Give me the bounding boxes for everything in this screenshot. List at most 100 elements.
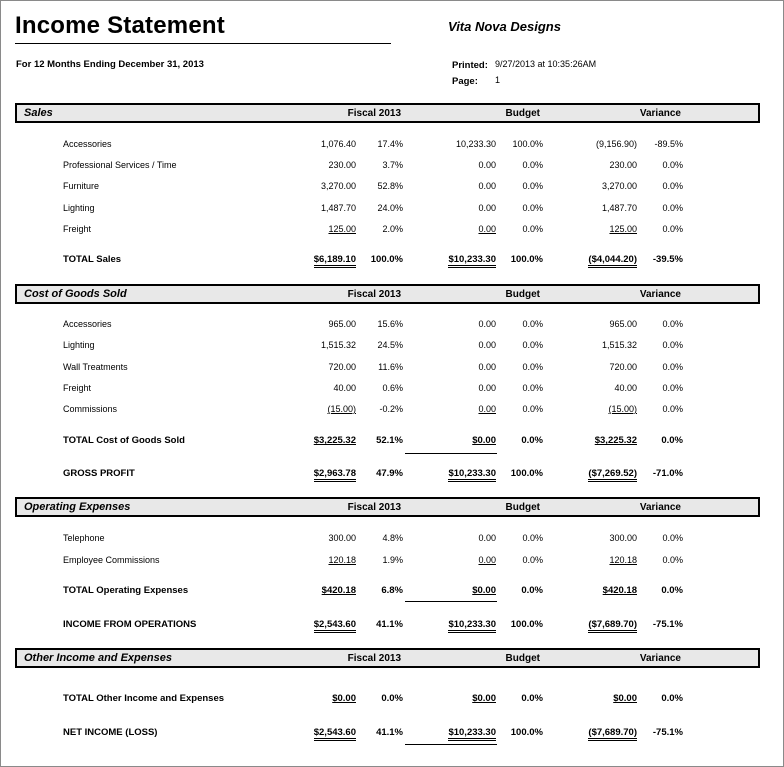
cell-v: ($4,044.20) (588, 254, 637, 268)
column-header-budget: Budget (505, 289, 540, 300)
cell-v: 720.00 (609, 362, 637, 372)
cell-bp: 0.0% (522, 181, 543, 191)
cell-fp: -0.2% (379, 404, 403, 414)
cell-b: 0.00 (478, 224, 496, 234)
cell-v: 1,487.70 (601, 203, 637, 213)
cell-f: 720.00 (328, 362, 356, 372)
cell-fp: 41.1% (376, 619, 403, 630)
cell-v: $420.18 (602, 585, 637, 596)
cell-v: 965.00 (609, 319, 637, 329)
budget-net-rule (405, 744, 497, 745)
column-header-budget: Budget (505, 502, 540, 513)
cell-v: ($7,269.52) (588, 468, 637, 482)
cell-vp: 0.0% (662, 203, 683, 213)
column-header-fiscal: Fiscal 2013 (347, 502, 401, 513)
cell-bp: 100.0% (510, 468, 543, 479)
cell-v: 230.00 (609, 160, 637, 170)
column-header-variance: Variance (639, 502, 681, 513)
cell-f: 1,076.40 (320, 139, 356, 149)
cell-bp: 0.0% (522, 404, 543, 414)
row-label: Wall Treatments (63, 362, 128, 372)
cell-fp: 11.6% (378, 362, 403, 372)
cell-vp: -39.5% (652, 254, 683, 265)
company-name: Vita Nova Designs (448, 19, 561, 34)
cell-bp: 0.0% (521, 435, 543, 446)
cell-vp: 0.0% (662, 362, 683, 372)
row-label: Lighting (63, 203, 95, 213)
cell-bp: 0.0% (522, 224, 543, 234)
cell-bp: 0.0% (522, 362, 543, 372)
cell-b: 0.00 (478, 160, 496, 170)
cell-f: 965.00 (328, 319, 356, 329)
section-header-cogs: Cost of Goods Sold Fiscal 2013 Budget Va… (15, 284, 760, 304)
cell-bp: 0.0% (522, 160, 543, 170)
cell-f: $3,225.32 (313, 435, 356, 446)
section-header-sales: Sales Fiscal 2013 Budget Variance (15, 103, 760, 123)
column-header-fiscal: Fiscal 2013 (347, 108, 401, 119)
cell-b: $0.00 (472, 693, 496, 704)
cell-b: 0.00 (478, 404, 496, 414)
cell-fp: 52.8% (377, 181, 403, 191)
cell-b: $10,233.30 (448, 727, 496, 741)
row-label: GROSS PROFIT (63, 468, 135, 479)
cell-vp: -75.1% (652, 727, 683, 738)
column-header-variance: Variance (639, 653, 681, 664)
cell-bp: 100.0% (510, 727, 543, 738)
cell-v: 3,270.00 (601, 181, 637, 191)
cell-fp: 0.0% (381, 693, 403, 704)
row-label: TOTAL Sales (63, 254, 122, 265)
cell-f: $2,543.60 (313, 619, 356, 633)
cell-b: $10,233.30 (448, 619, 496, 633)
cell-fp: 41.1% (376, 727, 403, 738)
cell-bp: 0.0% (522, 203, 543, 213)
cell-fp: 17.4% (377, 139, 403, 149)
row-label: Accessories (63, 139, 112, 149)
cell-fp: 47.9% (376, 468, 403, 479)
cell-vp: 0.0% (661, 585, 683, 596)
row-label: Professional Services / Time (63, 160, 177, 170)
section-title: Sales (24, 107, 53, 119)
row-label: Lighting (63, 340, 95, 350)
cell-b: 0.00 (478, 319, 496, 329)
row-label: NET INCOME (LOSS) (63, 727, 158, 738)
budget-opex-rule (405, 601, 497, 602)
cell-f: $420.18 (321, 585, 356, 596)
cell-b: 0.00 (478, 555, 496, 565)
column-header-variance: Variance (639, 108, 681, 119)
column-header-fiscal: Fiscal 2013 (347, 289, 401, 300)
cell-bp: 100.0% (510, 254, 543, 265)
cell-v: 1,515.32 (601, 340, 637, 350)
cell-b: 0.00 (478, 340, 496, 350)
cell-vp: 0.0% (662, 533, 683, 543)
row-label: TOTAL Cost of Goods Sold (63, 435, 185, 446)
cell-b: 0.00 (478, 383, 496, 393)
cell-fp: 1.9% (382, 555, 403, 565)
section-header-other: Other Income and Expenses Fiscal 2013 Bu… (15, 648, 760, 668)
cell-fp: 3.7% (382, 160, 403, 170)
cell-f: 40.00 (333, 383, 356, 393)
section-title: Other Income and Expenses (24, 652, 172, 664)
cell-b: $10,233.30 (448, 468, 496, 482)
cell-fp: 4.8% (382, 533, 403, 543)
row-label: Accessories (63, 319, 112, 329)
cell-vp: 0.0% (662, 340, 683, 350)
cell-fp: 6.8% (381, 585, 403, 596)
cell-f: 3,270.00 (320, 181, 356, 191)
cell-fp: 0.6% (382, 383, 403, 393)
cell-v: $0.00 (613, 693, 637, 704)
cell-bp: 0.0% (522, 555, 543, 565)
cell-f: $0.00 (332, 693, 356, 704)
title-rule (15, 43, 391, 44)
budget-cogs-rule (405, 453, 497, 454)
cell-fp: 52.1% (376, 435, 403, 446)
cell-b: 0.00 (478, 203, 496, 213)
cell-bp: 0.0% (522, 533, 543, 543)
column-header-budget: Budget (505, 108, 540, 119)
row-label: TOTAL Operating Expenses (63, 585, 189, 596)
cell-b: 0.00 (478, 533, 496, 543)
row-label: Furniture (63, 181, 100, 191)
printed-value: 9/27/2013 at 10:35:26AM (495, 59, 597, 69)
cell-fp: 2.0% (382, 224, 403, 234)
cell-f: 1,487.70 (320, 203, 356, 213)
cell-f: (15.00) (327, 404, 356, 414)
